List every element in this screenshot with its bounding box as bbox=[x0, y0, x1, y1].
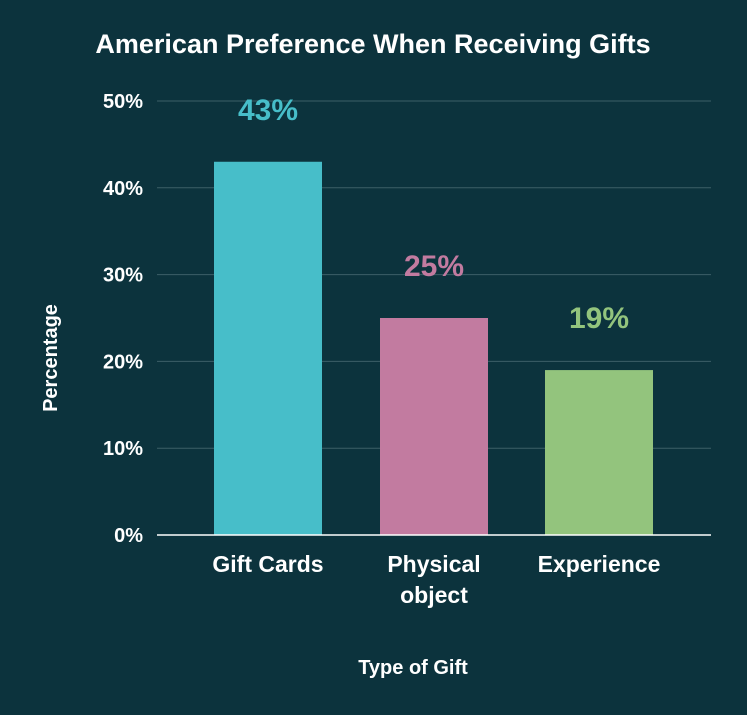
y-tick-label: 30% bbox=[103, 265, 143, 287]
data-labels: 43% 25% 19% bbox=[238, 94, 629, 335]
bar bbox=[545, 370, 653, 535]
data-label: 19% bbox=[569, 302, 629, 335]
x-tick-label: Physical bbox=[387, 551, 480, 577]
bars bbox=[214, 161, 653, 535]
x-axis-label: Type of Gift bbox=[358, 657, 468, 679]
chart-title: American Preference When Receiving Gifts bbox=[95, 29, 650, 59]
y-tick-label: 20% bbox=[103, 351, 143, 373]
x-tick-label: Gift Cards bbox=[212, 551, 323, 577]
y-tick-label: 10% bbox=[103, 438, 143, 460]
x-tick-label: object bbox=[400, 582, 468, 608]
x-axis-categories: Gift Cards Physical object Experience bbox=[212, 551, 660, 608]
data-label: 43% bbox=[238, 94, 298, 127]
y-tick-label: 40% bbox=[103, 178, 143, 200]
y-tick-label: 0% bbox=[114, 525, 143, 547]
y-axis-label: Percentage bbox=[40, 304, 62, 412]
y-axis-ticks: 0% 10% 20% 30% 40% 50% bbox=[103, 91, 143, 547]
bar bbox=[380, 318, 488, 535]
x-tick-label: Experience bbox=[538, 551, 661, 577]
data-label: 25% bbox=[404, 250, 464, 283]
y-tick-label: 50% bbox=[103, 91, 143, 113]
bar bbox=[214, 161, 322, 535]
